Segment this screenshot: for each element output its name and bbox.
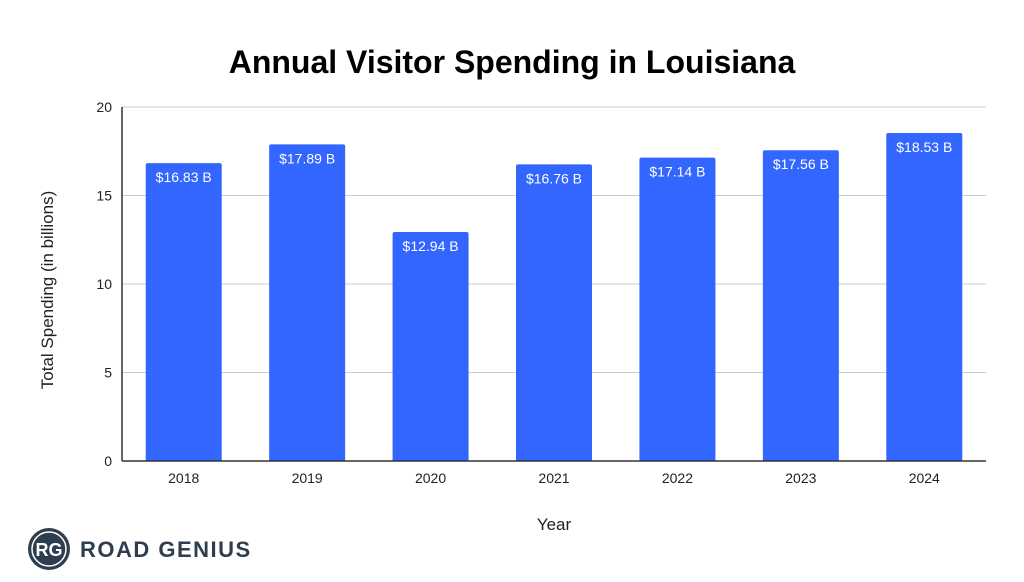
- y-tick-label: 5: [104, 365, 112, 381]
- bar-2018: [145, 163, 222, 461]
- y-tick-label: 10: [96, 276, 112, 292]
- y-tick-label: 15: [96, 188, 112, 204]
- chart-title: Annual Visitor Spending in Louisiana: [229, 44, 796, 80]
- bar-2024: [886, 133, 963, 462]
- logo-text: RG: [36, 540, 63, 560]
- x-tick-label: 2024: [909, 470, 940, 486]
- data-label-2019: $17.89 B: [279, 150, 335, 166]
- bar-2019: [269, 144, 346, 462]
- data-label-2022: $17.14 B: [649, 164, 705, 180]
- bar-2021: [516, 164, 592, 461]
- x-tick-label: 2022: [662, 470, 693, 486]
- data-label-2021: $16.76 B: [526, 170, 582, 186]
- bar-2023: [762, 150, 839, 462]
- data-label-2023: $17.56 B: [773, 156, 829, 172]
- logo-ring-icon: [31, 531, 67, 567]
- x-tick-label: 2021: [538, 470, 569, 486]
- y-axis-ticks: 0 5 10 15 20: [96, 99, 112, 469]
- x-tick-label: 2019: [292, 470, 323, 486]
- x-tick-label: 2018: [168, 470, 199, 486]
- x-tick-label: 2023: [785, 470, 816, 486]
- logo-badge-icon: [28, 528, 70, 570]
- x-axis-title: Year: [537, 515, 572, 534]
- x-tick-label: 2020: [415, 470, 446, 486]
- bar-2020: [392, 231, 469, 461]
- brand-logo: RG ROAD GENIUS: [28, 528, 252, 570]
- bar-2022: [639, 157, 716, 461]
- y-tick-label: 20: [96, 99, 112, 115]
- y-tick-label: 0: [104, 453, 112, 469]
- x-axis-ticks: 2018 2019 2020 2021 2022 2023 2024: [168, 470, 940, 486]
- bars: $16.83 B $17.89 B $12.94 B $16.76 B $17.14 B…: [145, 133, 963, 462]
- data-label-2018: $16.83 B: [156, 169, 212, 185]
- data-label-2020: $12.94 B: [403, 238, 459, 254]
- y-axis-title: Total Spending (in billions): [38, 191, 57, 389]
- brand-name: ROAD GENIUS: [80, 537, 252, 562]
- data-label-2024: $18.53 B: [896, 139, 952, 155]
